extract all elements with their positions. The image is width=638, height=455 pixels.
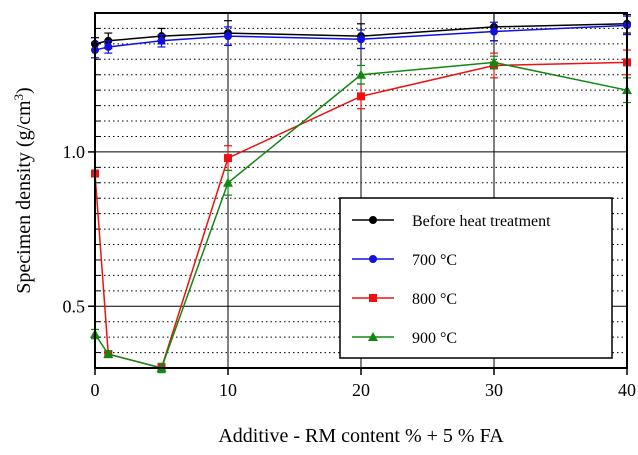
x-tick-label: 10 [219,380,237,400]
data-point [490,27,498,36]
legend-label: 700 °C [412,252,457,269]
legend-box [339,197,613,359]
series-2 [91,15,631,59]
y-axis-label: Specimen density (g/cm3) [11,87,36,293]
data-point [104,42,113,51]
tick-labels: 0 10 20 30 40 0.5 1.0 [63,142,637,400]
y-axis-label-text: Specimen density (g/cm [13,100,35,294]
data-point [357,35,365,44]
x-tick-label: 30 [485,380,503,400]
data-point [223,177,233,187]
legend-swatch-marker [368,332,378,341]
x-tick-label: 0 [91,380,100,400]
legend-swatch-marker [369,216,377,224]
data-point [489,57,499,67]
legend-swatch-marker [369,255,377,263]
y-axis-label-superscript: 3 [11,94,26,101]
legend-swatch-marker [369,294,377,302]
data-point [224,32,232,41]
legend-label: 800 °C [412,291,457,308]
y-tick-label: 1.0 [63,142,86,162]
data-point [103,349,114,359]
axis-ticks [88,151,628,375]
y-axis-label-close: ) [13,87,35,94]
data-point [224,154,232,163]
x-tick-label: 20 [352,380,370,400]
legend-label: Before heat treatment [412,213,551,230]
y-tick-label: 0.5 [63,296,86,316]
x-axis-label: Additive - RM content % + 5 % FA [218,425,504,447]
data-point [357,92,365,101]
x-tick-label: 40 [618,380,636,400]
legend: Before heat treatment 700 °C 800 °C 900 °C [339,197,613,359]
legend-label: 900 °C [412,330,457,347]
data-point [157,36,166,45]
data-point [356,69,366,79]
